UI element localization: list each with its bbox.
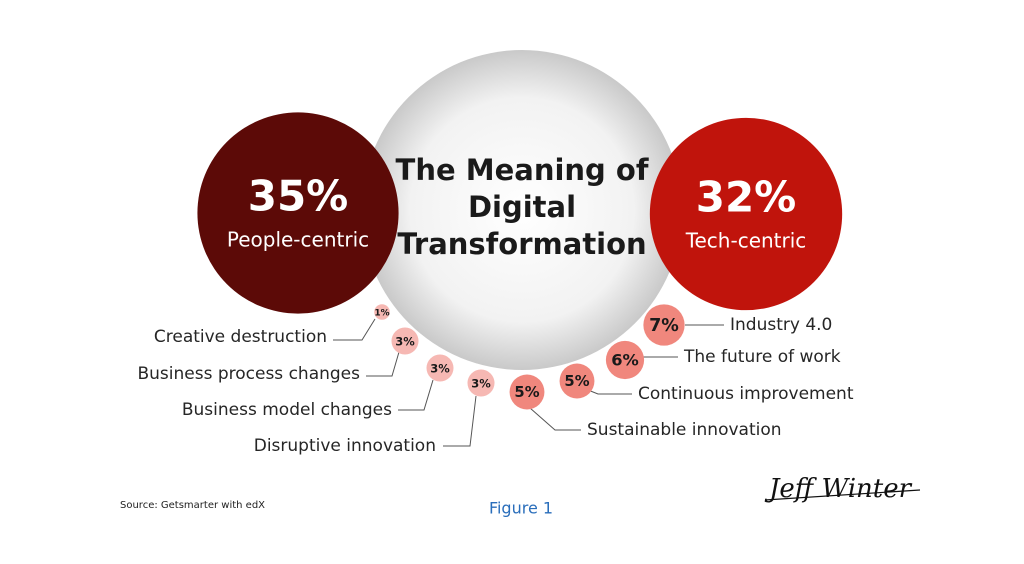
category-label: Continuous improvement (638, 384, 854, 404)
value-label: 1% (374, 309, 389, 319)
bubble (374, 304, 390, 320)
group-name: People-centric (227, 228, 369, 252)
value-label: 3% (395, 335, 415, 349)
source: Source: Getsmarter with edX (120, 500, 265, 511)
category-label: Creative destruction (154, 327, 327, 347)
signature: Jeff Winter (764, 474, 913, 504)
leader-line (587, 389, 632, 395)
signature-stroke (764, 489, 921, 501)
value-label: 3% (471, 377, 491, 391)
value-label: 3% (430, 362, 450, 376)
chart-title: The Meaning of Digital Transformation (395, 153, 649, 261)
bubble (391, 327, 419, 355)
group-bubble (649, 117, 843, 311)
value-label: 6% (611, 351, 639, 370)
group-value-label: 35% (248, 172, 349, 221)
bubble (467, 369, 495, 397)
bubble (559, 363, 595, 399)
bubble (643, 304, 685, 346)
leader-line (398, 379, 434, 411)
value-label: 5% (564, 373, 589, 390)
category-label: Business model changes (182, 400, 392, 420)
value-label: 5% (514, 384, 539, 401)
group-name: Tech-centric (685, 229, 807, 253)
center-sphere (362, 50, 682, 370)
leader-line (443, 395, 477, 447)
group-value-label: 32% (696, 173, 797, 222)
leader-line (529, 407, 581, 431)
leader-line (333, 318, 376, 341)
category-label: Industry 4.0 (730, 315, 832, 335)
leader-line (366, 351, 400, 377)
category-label: Sustainable innovation (587, 420, 782, 440)
bubble (605, 340, 645, 380)
bubble (509, 374, 545, 410)
value-label: 7% (649, 316, 679, 336)
bubble (426, 354, 454, 382)
group-bubble (197, 112, 399, 314)
caption: Figure 1 (489, 499, 553, 518)
category-label: The future of work (683, 347, 841, 367)
category-label: Business process changes (137, 364, 360, 384)
category-label: Disruptive innovation (254, 436, 436, 456)
